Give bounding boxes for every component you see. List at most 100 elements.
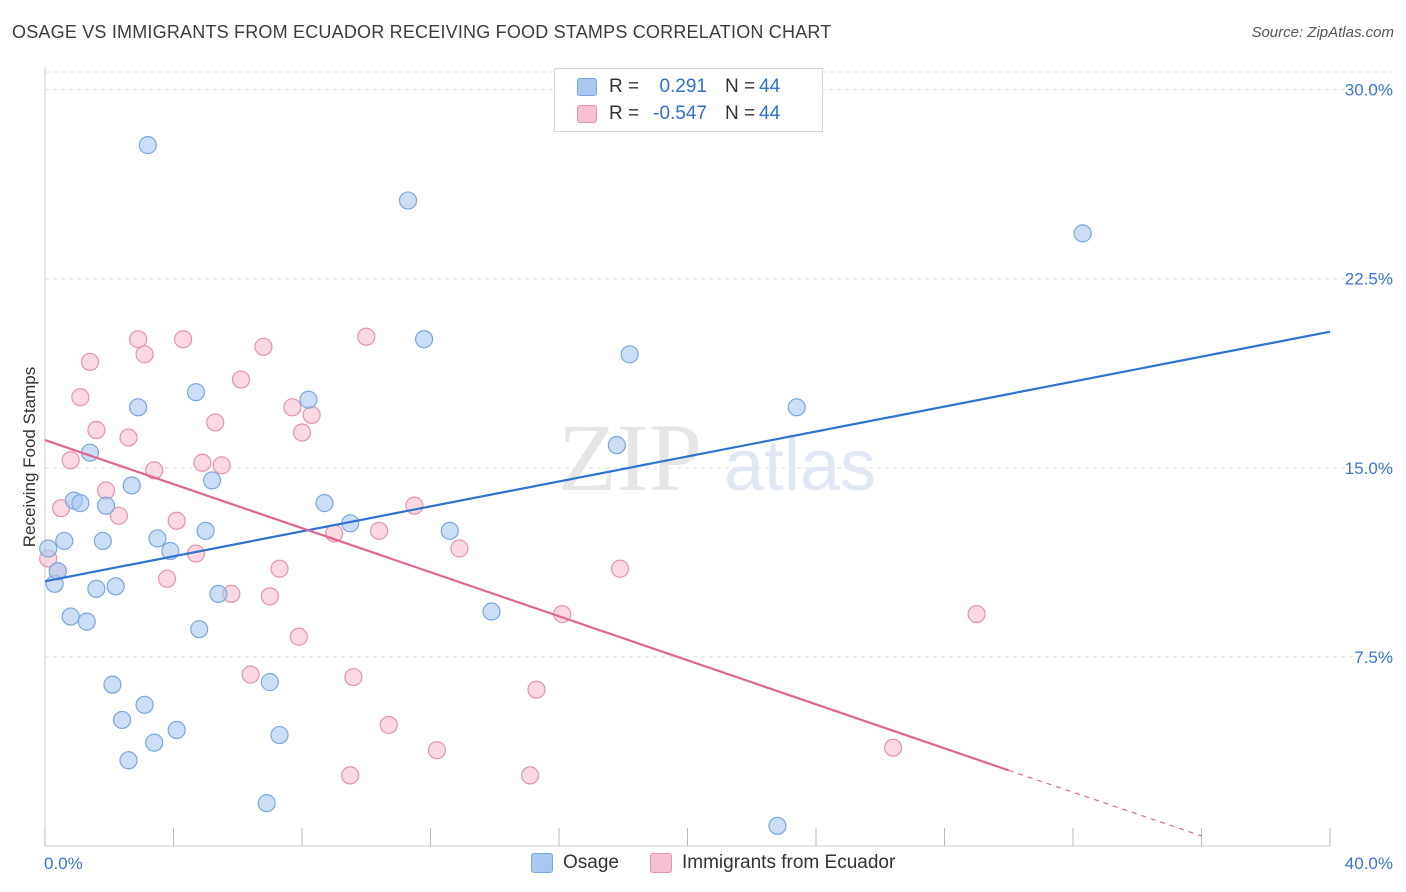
data-point (379, 715, 398, 735)
data-point (93, 531, 112, 551)
data-point (193, 453, 212, 472)
data-point (122, 476, 141, 495)
data-point (167, 720, 186, 740)
data-point (370, 521, 389, 540)
data-point (344, 667, 363, 687)
data-point (190, 620, 209, 639)
legend-row-osage: R = 0.291 N = 44 (577, 76, 780, 98)
x-tick-label: 0.0% (44, 854, 83, 873)
source-credit: Source: ZipAtlas.com (1251, 24, 1394, 41)
tick-labels: 7.5% 15.0% 22.5% 30.0% 0.0% 40.0% (44, 81, 1393, 873)
axes (44, 68, 1331, 847)
data-point (119, 751, 138, 770)
data-point (241, 665, 260, 684)
data-point (103, 675, 122, 694)
data-point (206, 413, 225, 432)
data-point (610, 559, 630, 578)
data-point (967, 604, 986, 624)
data-point (96, 496, 116, 515)
y-tick-label: 22.5% (1345, 270, 1393, 289)
data-point (61, 451, 80, 470)
data-point (71, 494, 90, 513)
osage-swatch (577, 78, 597, 96)
data-point (289, 627, 308, 646)
data-point (270, 559, 289, 578)
trend-line (44, 330, 1331, 583)
trend-line-extension (1008, 769, 1202, 837)
ecuador-swatch (577, 105, 597, 123)
data-point (260, 587, 279, 606)
data-point (520, 766, 540, 785)
r-label: R = (609, 76, 640, 97)
trend-lines (44, 330, 1331, 837)
watermark-atlas: atlas (724, 426, 876, 506)
data-point (112, 710, 132, 730)
data-point (283, 398, 302, 417)
data-point (341, 766, 360, 785)
trend-line (44, 439, 1010, 772)
series-legend: Osage Immigrants from Ecuador (0, 852, 1406, 878)
y-tick-label: 15.0% (1345, 459, 1393, 478)
y-tick-label: 30.0% (1345, 81, 1393, 100)
data-point (254, 337, 273, 356)
data-points (39, 136, 1092, 835)
data-point (145, 461, 164, 480)
data-point (135, 695, 154, 714)
data-point (55, 531, 74, 551)
data-point (787, 398, 806, 417)
data-point (129, 330, 148, 349)
data-point (138, 136, 157, 155)
osage-legend-swatch (531, 853, 553, 873)
data-point (357, 327, 376, 346)
data-point (186, 383, 206, 402)
x-tick-label: 40.0% (1345, 854, 1393, 873)
data-point (209, 584, 228, 603)
data-point (148, 529, 167, 548)
data-point (302, 405, 321, 424)
data-point (607, 436, 626, 455)
data-point (96, 481, 116, 500)
y-tick-label: 7.5% (1354, 648, 1393, 667)
data-point (260, 673, 279, 692)
grid-lines (45, 71, 1392, 658)
data-point (257, 794, 276, 813)
data-point (231, 370, 251, 389)
data-point (77, 612, 96, 631)
data-point (196, 521, 215, 540)
data-point (270, 725, 289, 745)
data-point (440, 521, 459, 540)
data-point (87, 420, 106, 440)
legend-item-ecuador[interactable]: Immigrants from Ecuador (650, 852, 895, 874)
data-point (482, 602, 501, 621)
legend-row-ecuador: R = -0.547 N = 44 (577, 103, 780, 125)
n-label: N = (725, 103, 756, 124)
data-point (315, 494, 334, 513)
data-point (450, 539, 469, 558)
data-point (174, 330, 193, 349)
r-label: R = (609, 103, 640, 124)
data-point (80, 352, 100, 372)
data-point (212, 456, 231, 475)
ecuador-legend-swatch (650, 853, 672, 873)
data-point (145, 733, 164, 752)
legend-label-ecuador: Immigrants from Ecuador (682, 852, 896, 873)
r-value: -0.547 (653, 103, 707, 124)
n-label: N = (725, 76, 756, 97)
chart-title: OSAGE VS IMMIGRANTS FROM ECUADOR RECEIVI… (12, 22, 832, 42)
stats-legend: R = 0.291 N = 44 R = -0.547 N = 44 (554, 68, 823, 132)
watermark: ZIP atlas (558, 404, 876, 511)
data-point (119, 428, 138, 447)
data-point (527, 680, 546, 699)
data-point (109, 506, 128, 525)
data-point (768, 816, 787, 835)
data-point (414, 330, 434, 349)
n-value: 44 (759, 103, 781, 124)
data-point (427, 741, 447, 760)
data-point (398, 191, 418, 210)
data-point (135, 345, 154, 364)
data-point (61, 607, 80, 626)
data-point (71, 388, 90, 407)
data-point (39, 539, 58, 558)
legend-item-osage[interactable]: Osage (531, 852, 619, 874)
